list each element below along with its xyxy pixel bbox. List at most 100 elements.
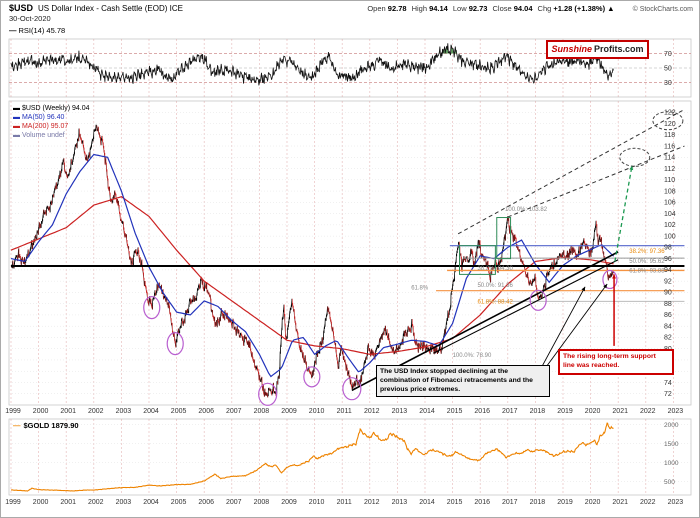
fib-retracement-label: 38.2%: 94.30 (477, 266, 513, 272)
year-axis-label: 2002 (88, 499, 104, 506)
projection-arrow (614, 165, 633, 262)
year-axis-label: 2018 (530, 499, 546, 506)
legend-item: ▬ Volume undef (13, 132, 65, 139)
ohlc-label: Chg (537, 4, 554, 13)
chart-title: US Dollar Index - Cash Settle (EOD) ICE (38, 4, 183, 13)
chart-date: 30-Oct-2020 (9, 14, 51, 23)
price-axis-label: 108 (664, 188, 676, 195)
rsi-legend-label: RSI(14) 45.78 (18, 26, 66, 35)
price-axis-label: 82 (664, 335, 672, 342)
annotation-arrow-head (581, 286, 586, 292)
year-axis-label: 2013 (392, 408, 408, 415)
year-axis-label: 2023 (668, 408, 684, 415)
annotation-arrow (540, 283, 608, 375)
bottom-marker-circle (342, 377, 362, 401)
symbol: $USD (9, 3, 34, 13)
year-axis-label: 2000 (33, 408, 49, 415)
fib-retracement-label: 61.8%: 93.88 (629, 269, 665, 275)
year-axis-label: 2008 (254, 499, 270, 506)
year-axis-label: 2006 (198, 499, 214, 506)
year-axis-label: 2001 (60, 499, 76, 506)
price-axis-label: 106 (664, 200, 676, 207)
fib-retracement-label: 38.2%: 97.36 (629, 249, 665, 255)
year-axis-label: 2023 (668, 499, 684, 506)
year-axis-label: 2000 (33, 499, 49, 506)
year-axis-label: 2017 (502, 408, 518, 415)
year-axis-label: 2004 (143, 499, 159, 506)
bottom-marker-circle (143, 296, 161, 320)
price-axis-label: 102 (664, 222, 676, 229)
usd-down-candles (12, 125, 613, 398)
price-axis-label: 94 (664, 267, 672, 274)
year-axis-label: 2017 (502, 499, 518, 506)
gold-line-swatch: — (13, 421, 21, 430)
gold-panel-legend: — $GOLD 1879.90 (13, 421, 79, 430)
gold-axis-label: 500 (664, 479, 675, 486)
year-axis-label: 2016 (474, 408, 490, 415)
ohlc-label: Low (452, 4, 469, 13)
chart-header: $USD US Dollar Index - Cash Settle (EOD)… (9, 3, 693, 13)
dashed-resistance-line (507, 145, 685, 218)
year-axis-label: 2003 (116, 408, 132, 415)
year-axis-label: 2022 (640, 499, 656, 506)
rsi-legend: — RSI(14) 45.78 (9, 26, 65, 35)
dashed-resistance-line (457, 109, 685, 235)
support-annotation-box: The rising long-term support line was re… (558, 349, 674, 375)
year-axis-label: 2001 (60, 408, 76, 415)
year-axis-label: 2007 (226, 408, 242, 415)
panel-border (8, 418, 692, 496)
annotation-arrow-head (603, 283, 608, 289)
price-axis-label: 110 (664, 177, 675, 184)
support-annotation-arrow-head (612, 274, 617, 279)
gold-axis-label: 1500 (664, 441, 679, 448)
year-axis-label: 2019 (557, 408, 573, 415)
rsi-axis-label: 50 (664, 65, 672, 72)
year-axis-label: 2004 (143, 408, 159, 415)
year-axis-label: 2015 (447, 499, 463, 506)
target-ellipse (619, 147, 651, 167)
logo-word-profits: Profits.com (594, 44, 644, 54)
year-axis-label: 2021 (612, 408, 628, 415)
year-axis-label: 2018 (530, 408, 546, 415)
sunshine-profits-logo: Sunshine Profits.com (546, 40, 649, 59)
price-panel-legend: ▬ $USD (Weekly) 94.04 ▬ MA(50) 96.40 ▬ MA(… (13, 104, 90, 140)
fib-retracement-label: 50.0%: 91.36 (477, 283, 513, 289)
gold-legend-label: $GOLD 1879.90 (23, 421, 79, 430)
price-axis-label: 112 (664, 166, 675, 173)
year-axis-label: 2009 (281, 408, 297, 415)
price-axis-label: 86 (664, 312, 672, 319)
rising-support-trendline (433, 259, 619, 354)
price-axis-label: 118 (664, 132, 675, 139)
ohlc-value: +1.28 (+1.38%) ▲ (553, 4, 615, 13)
fib-annotation-box: The USD Index stopped declining at the c… (376, 365, 550, 398)
ma50-line (10, 153, 615, 378)
rsi-line (10, 43, 614, 86)
gold-axis-label: 1000 (664, 460, 679, 467)
ohlc-label: Open (367, 4, 388, 13)
year-axis-label: 2009 (281, 499, 297, 506)
price-axis-label: 96 (664, 256, 672, 263)
year-axis-label: 2019 (557, 499, 573, 506)
price-axis-label: 122 (664, 110, 676, 117)
year-axis-label: 2011 (337, 408, 352, 415)
ohlc-value: 94.04 (513, 4, 533, 13)
year-axis-label: 2013 (392, 499, 408, 506)
legend-item: ▬ MA(50) 96.40 (13, 114, 65, 121)
target-ellipse (652, 111, 684, 131)
year-axis-label: 2007 (226, 499, 242, 506)
year-axis-label: 2022 (640, 408, 656, 415)
legend-item: ▬ MA(200) 95.07 (13, 123, 69, 130)
gold-axis-label: 2000 (664, 422, 679, 429)
year-axis-label: 2008 (254, 408, 270, 415)
price-axis-label: 100 (664, 233, 676, 240)
year-axis-label: 2003 (116, 499, 132, 506)
gold-line (11, 422, 614, 492)
year-axis-label: 2020 (585, 499, 601, 506)
rsi-axis-label: 70 (664, 51, 672, 58)
price-axis-label: 120 (664, 121, 676, 128)
fib-retracement-label: 50.0%: 95.62 (629, 259, 665, 265)
legend-item: ▬ $USD (Weekly) 94.04 (13, 105, 90, 112)
price-axis-label: 84 (664, 323, 672, 330)
year-axis-label: 2012 (364, 408, 380, 415)
ohlc-label: Close (492, 4, 514, 13)
